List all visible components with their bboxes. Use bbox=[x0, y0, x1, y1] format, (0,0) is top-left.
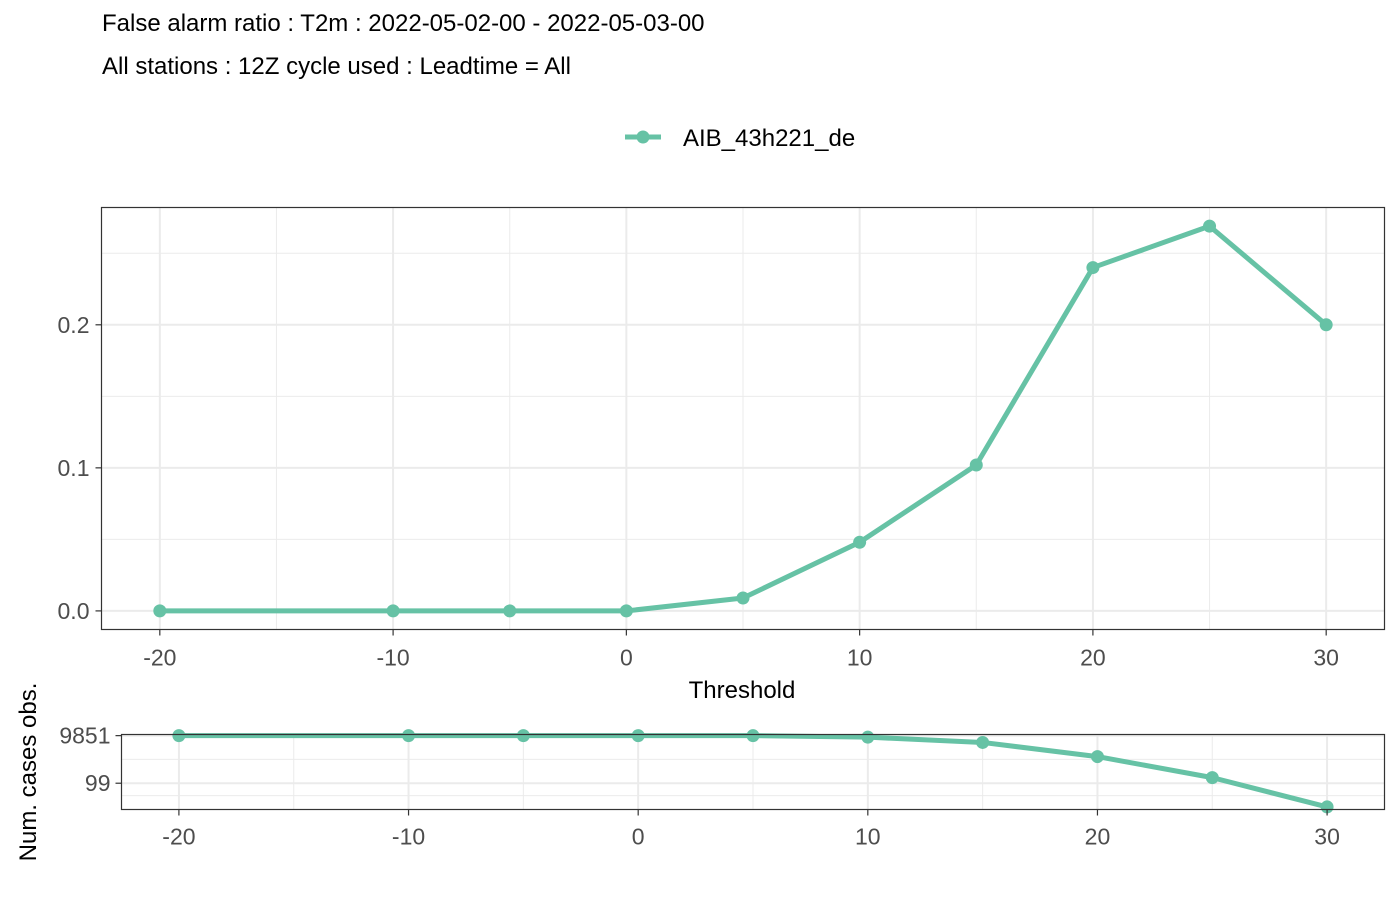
x-tick-label: 30 bbox=[1313, 645, 1339, 671]
count-data-point bbox=[976, 735, 990, 749]
x-tick-label: 10 bbox=[847, 645, 873, 671]
legend: AIB_43h221_de bbox=[625, 125, 855, 152]
count-x-tick-label: -10 bbox=[392, 824, 425, 850]
data-point bbox=[153, 604, 167, 618]
data-point bbox=[503, 604, 517, 618]
count-y-tick-label: 99 bbox=[85, 770, 111, 796]
main-series bbox=[153, 219, 1333, 618]
data-point bbox=[1319, 318, 1333, 332]
count-data-point bbox=[1205, 771, 1219, 785]
count-panel-border bbox=[120, 733, 1386, 811]
count-x-tick-label: -20 bbox=[162, 824, 195, 850]
count-data-point bbox=[746, 729, 760, 743]
data-point bbox=[853, 535, 867, 549]
count-data-point bbox=[402, 729, 416, 743]
main-gridlines bbox=[101, 207, 1385, 630]
count-data-point bbox=[1320, 800, 1334, 814]
data-point bbox=[386, 604, 400, 618]
count-x-tick-label: 10 bbox=[855, 824, 881, 850]
x-tick-label: 0 bbox=[620, 645, 633, 671]
count-data-point bbox=[516, 729, 530, 743]
data-point bbox=[969, 458, 983, 472]
x-tick-label: -20 bbox=[143, 645, 176, 671]
count-plot-panel: -20 -10 0 10 20 30 9851 99 Num. cases obs. bbox=[15, 683, 1386, 862]
chart-title-line1: False alarm ratio : T2m : 2022-05-02-00 … bbox=[102, 10, 705, 37]
count-x-tick-label: 30 bbox=[1314, 824, 1340, 850]
data-point bbox=[1086, 261, 1100, 275]
count-x-tick-label: 20 bbox=[1085, 824, 1111, 850]
main-panel-border bbox=[100, 206, 1386, 631]
legend-label: AIB_43h221_de bbox=[683, 125, 855, 152]
y-tick-label: 0.2 bbox=[58, 312, 90, 338]
count-data-point bbox=[631, 729, 645, 743]
count-y-axis-title: Num. cases obs. bbox=[15, 683, 42, 862]
main-axes: -20 -10 0 10 20 30 0.0 0.1 0.2 bbox=[58, 312, 1339, 671]
x-tick-label: -10 bbox=[376, 645, 409, 671]
count-y-tick-label: 9851 bbox=[59, 723, 110, 749]
main-plot-panel: -20 -10 0 10 20 30 0.0 0.1 0.2 Threshold bbox=[58, 206, 1386, 704]
count-data-point bbox=[1090, 750, 1104, 764]
chart-title-line2: All stations : 12Z cycle used : Leadtime… bbox=[102, 53, 571, 80]
count-data-point bbox=[172, 729, 186, 743]
y-tick-label: 0.0 bbox=[58, 598, 90, 624]
legend-marker bbox=[636, 130, 650, 144]
data-point bbox=[619, 604, 633, 618]
count-series-line bbox=[178, 733, 1328, 810]
data-point bbox=[736, 591, 750, 605]
series-line bbox=[159, 223, 1328, 614]
x-tick-label: 20 bbox=[1080, 645, 1106, 671]
x-axis-title: Threshold bbox=[689, 677, 796, 704]
count-axes: -20 -10 0 10 20 30 9851 99 bbox=[59, 723, 1340, 850]
count-data-point bbox=[861, 730, 875, 744]
data-point bbox=[1203, 219, 1217, 233]
y-tick-label: 0.1 bbox=[58, 455, 90, 481]
count-x-tick-label: 0 bbox=[632, 824, 645, 850]
